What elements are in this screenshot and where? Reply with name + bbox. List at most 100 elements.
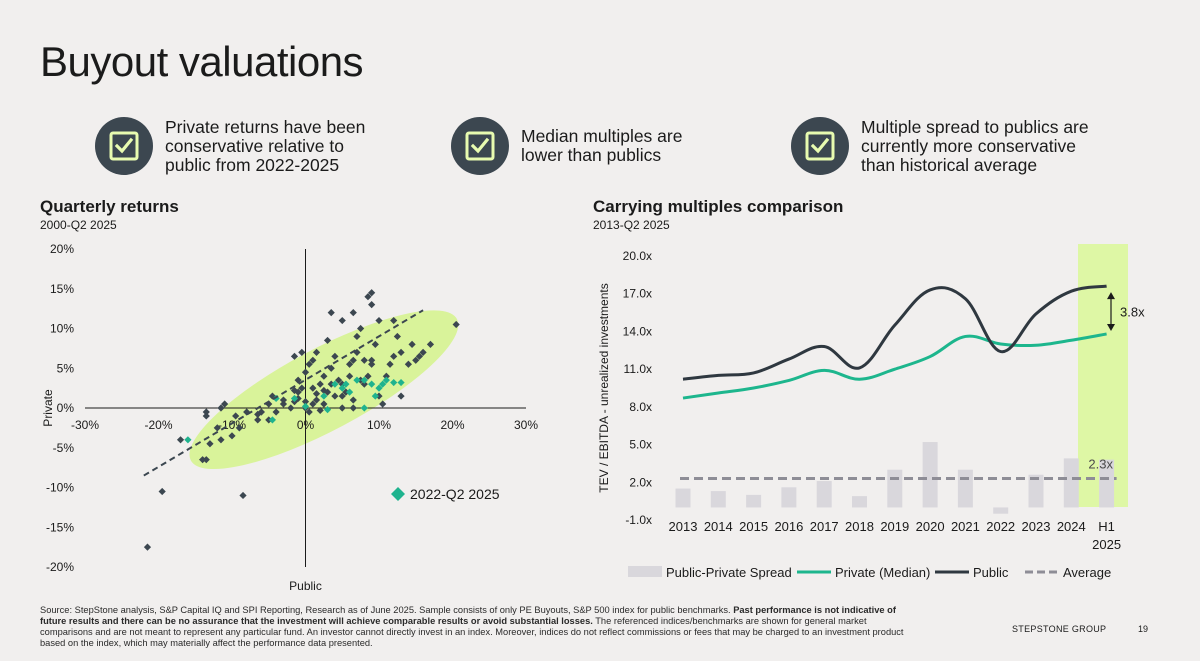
scatter-point bbox=[309, 356, 317, 364]
scatter-point bbox=[349, 404, 357, 412]
checkbox-icon bbox=[791, 117, 849, 175]
scatter-point bbox=[294, 388, 302, 396]
page-title: Buyout valuations bbox=[40, 38, 364, 85]
scatter-point bbox=[364, 293, 372, 301]
lines-x-tick-label: 2013 bbox=[669, 519, 698, 534]
callout-line: Median multiples are bbox=[521, 126, 683, 146]
scatter-point bbox=[312, 396, 321, 404]
scatter-point bbox=[217, 404, 225, 412]
scatter-x-tick-label: -20% bbox=[144, 418, 172, 432]
scatter-point bbox=[202, 456, 210, 464]
scatter-point bbox=[357, 324, 365, 333]
scatter-y-axis-label: Private bbox=[41, 389, 55, 427]
scatter-point bbox=[272, 408, 280, 416]
scatter-point bbox=[368, 289, 376, 297]
scatter-subtitle: 2000-Q2 2025 bbox=[40, 218, 117, 232]
spread-bar bbox=[1099, 459, 1115, 508]
scatter-point-recent bbox=[184, 436, 192, 444]
spread-bar bbox=[887, 469, 903, 508]
lines-y-axis-label: TEV / EBITDA - unrealized investments bbox=[597, 283, 611, 492]
callout-line: conservative relative to bbox=[165, 135, 344, 156]
scatter-point bbox=[312, 390, 321, 398]
scatter-point bbox=[287, 404, 295, 412]
scatter-point bbox=[368, 360, 376, 368]
scatter-point bbox=[232, 412, 240, 420]
scatter-point bbox=[268, 392, 277, 400]
scatter-point bbox=[412, 356, 420, 364]
lines-y-tick-label: 11.0x bbox=[624, 362, 652, 376]
lines-x-tick-label: 2016 bbox=[774, 519, 803, 534]
spread-bar bbox=[852, 496, 867, 508]
scatter-point-recent bbox=[371, 392, 379, 400]
scatter-point bbox=[334, 376, 343, 384]
lines-legend: Public-Private Spread Private (Median) Pub… bbox=[628, 565, 1111, 580]
lines-x-tick-label: 2020 bbox=[916, 519, 945, 534]
scatter-point-recent bbox=[272, 394, 280, 403]
spread-bar bbox=[993, 507, 1009, 514]
disclaimer-bold: Past performance is not indicative of fu… bbox=[40, 605, 896, 626]
scatter-point bbox=[331, 352, 339, 360]
scatter-point bbox=[346, 372, 354, 380]
scatter-point bbox=[143, 543, 152, 551]
spread-bar bbox=[1063, 458, 1079, 508]
scatter-point bbox=[364, 372, 372, 380]
scatter-y-tick-label: 20% bbox=[50, 242, 74, 256]
scatter-x-tick-label: 0% bbox=[297, 418, 315, 432]
spread-bar bbox=[957, 469, 973, 508]
scatter-point bbox=[375, 392, 383, 400]
scatter-y-tick-label: -5% bbox=[53, 441, 75, 455]
scatter-point-recent bbox=[375, 384, 383, 392]
scatter-x-tick-label: 10% bbox=[367, 418, 391, 432]
scatter-point bbox=[257, 408, 265, 416]
scatter-point bbox=[290, 352, 299, 360]
scatter-point bbox=[368, 301, 376, 309]
lines-x-tick-label: 2015 bbox=[739, 519, 768, 534]
scatter-point bbox=[419, 348, 427, 356]
spread-bar bbox=[781, 487, 797, 508]
scatter-point bbox=[320, 372, 328, 380]
scatter-point bbox=[294, 376, 302, 384]
lines-y-tick-label: -1.0x bbox=[625, 513, 652, 527]
scatter-point bbox=[316, 406, 324, 414]
checkbox-icon bbox=[95, 117, 153, 175]
scatter-point bbox=[349, 309, 357, 317]
scatter-point bbox=[368, 356, 376, 364]
scatter-point bbox=[309, 400, 317, 408]
scatter-point bbox=[375, 316, 383, 325]
callout-line: Private returns have been bbox=[165, 116, 366, 137]
scatter-point bbox=[217, 436, 225, 444]
scatter-point bbox=[228, 432, 236, 440]
lines-y-tick-label: 14.0x bbox=[623, 324, 652, 338]
scatter-point-recent bbox=[397, 378, 405, 387]
callout-line: Multiple spread to publics are bbox=[861, 116, 1089, 137]
lines-y-tick-label: 8.0x bbox=[629, 400, 652, 414]
spread-bar bbox=[675, 488, 691, 508]
scatter-point bbox=[176, 436, 185, 444]
scatter-trendline bbox=[143, 309, 424, 477]
scatter-point-recent bbox=[268, 416, 277, 424]
scatter-point bbox=[338, 404, 346, 412]
scatter-point bbox=[265, 416, 273, 424]
legend-label: Private (Median) bbox=[835, 565, 930, 580]
page-number: 19 bbox=[1138, 624, 1149, 634]
scatter-point bbox=[279, 396, 288, 404]
scatter-x-tick-label: -30% bbox=[71, 418, 99, 432]
scatter-point bbox=[327, 309, 335, 317]
scatter-point bbox=[312, 348, 321, 356]
lines-x-tick-label: 2021 bbox=[951, 519, 980, 534]
scatter-point bbox=[386, 360, 394, 368]
scatter-point-recent bbox=[346, 388, 354, 396]
scatter-point bbox=[202, 412, 210, 420]
scatter-point-recent bbox=[360, 376, 368, 384]
lines-y-tick-label: 5.0x bbox=[629, 438, 652, 452]
source-footnote: Source: StepStone analysis, S&P Capital … bbox=[40, 605, 910, 649]
scatter-point bbox=[320, 386, 328, 395]
spread-bar bbox=[710, 491, 726, 508]
lines-x-tick-label: 2023 bbox=[1022, 519, 1051, 534]
lines-x-tick-label: 2024 bbox=[1057, 519, 1086, 534]
scatter-point bbox=[158, 487, 166, 496]
spread-bar bbox=[1028, 474, 1044, 508]
multiples-chart: 20.0x 17.0x 14.0x 11.0x 8.0x 5.0x 2.0x -1.0x 20… bbox=[597, 244, 1145, 580]
legend-swatch-spread bbox=[628, 566, 662, 577]
callout-median-multiples: Median multiples are lower than publics bbox=[451, 117, 682, 175]
